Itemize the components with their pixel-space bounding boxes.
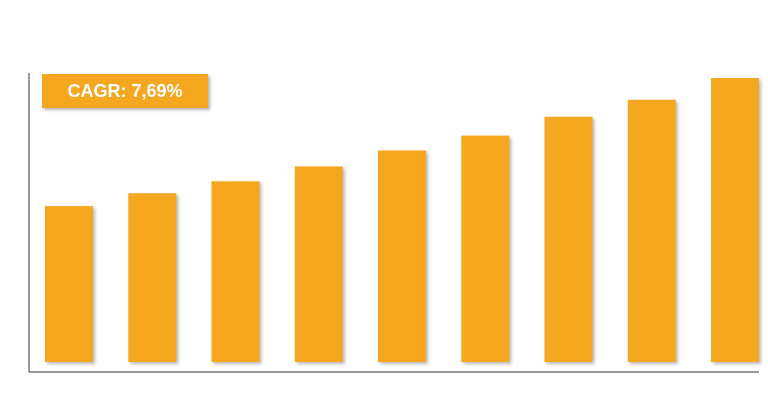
bar-2 [128, 193, 177, 362]
bar-8 [627, 99, 676, 363]
bar-4 [294, 166, 343, 362]
bar-3 [211, 181, 260, 362]
bar-1 [45, 206, 93, 362]
cagr-badge: CAGR: 7,69% [42, 74, 208, 108]
bar-7 [544, 116, 593, 362]
bar-5 [378, 150, 426, 362]
bar-6 [461, 135, 510, 362]
bar-9 [711, 78, 759, 362]
bar-group [45, 78, 759, 363]
